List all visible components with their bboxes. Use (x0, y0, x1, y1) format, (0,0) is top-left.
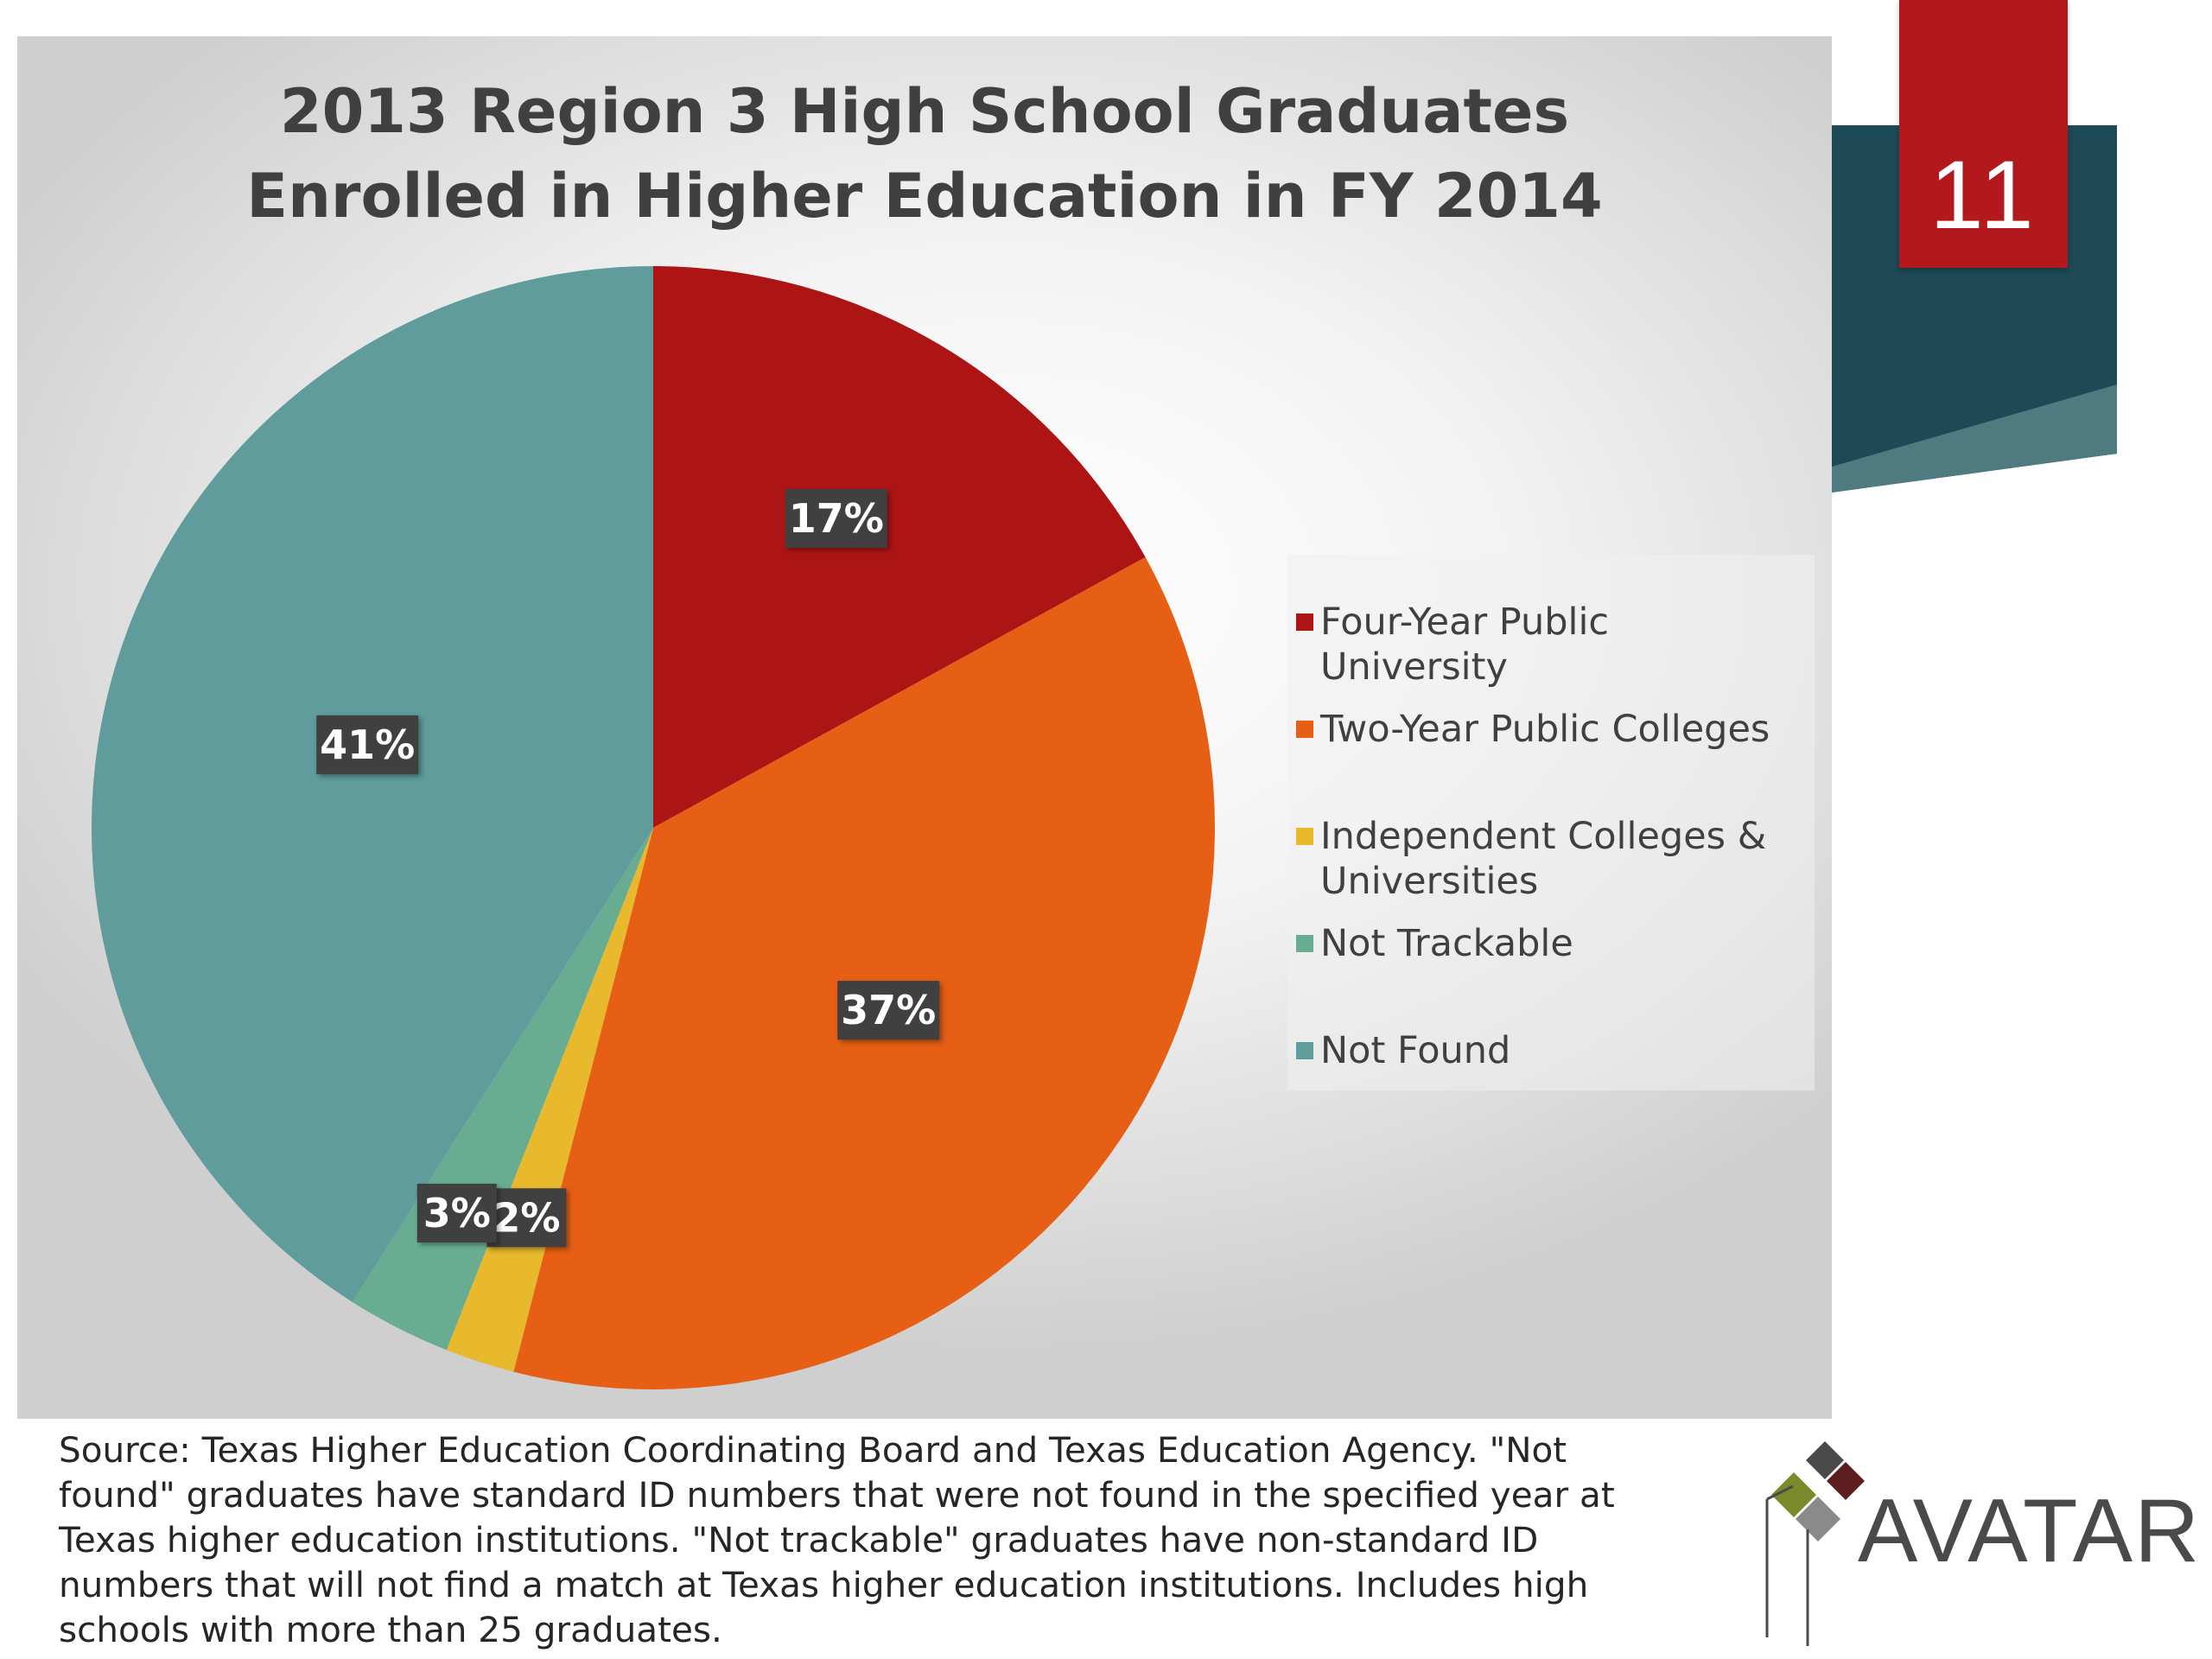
avatar-logo: AVATAR (1754, 1434, 2203, 1650)
chart-legend: Four-Year Public University Two-Year Pub… (1287, 555, 1815, 1090)
source-note-line: schools with more than 25 graduates. (59, 1609, 722, 1650)
pie-data-label: 17% (785, 488, 887, 548)
legend-item-not-found: Not Found (1296, 1028, 1804, 1073)
legend-swatch (1296, 828, 1313, 845)
pie-slice-two-year-public-colleges (513, 556, 1215, 1389)
pie-data-labels: 17% 37% 2%3% 41% (316, 488, 940, 1248)
source-note-line: Source: Texas Higher Education Coordinat… (59, 1429, 1567, 1471)
pie-data-label: 2% (486, 1188, 567, 1248)
data-label-text: 37% (841, 987, 936, 1033)
legend-label-line-1: Independent Colleges & (1320, 815, 1767, 858)
pie-data-label: 37% (837, 981, 940, 1040)
source-note-line: found" graduates have standard ID number… (59, 1474, 1615, 1516)
page-number-badge: 11 (1899, 0, 2068, 268)
pie-data-label: 3% (416, 1183, 497, 1243)
legend-swatch (1296, 935, 1313, 952)
source-note-line: numbers that will not find a match at Te… (59, 1564, 1589, 1605)
legend-item-four-year-public-university: Four-Year Public University (1296, 600, 1804, 690)
legend-label: Not Found (1320, 1029, 1511, 1072)
data-label-text: 41% (320, 721, 415, 768)
data-label-background (316, 715, 419, 774)
data-label-text: 3% (423, 1190, 491, 1236)
data-label-text: 2% (493, 1194, 560, 1241)
legend-label: Two-Year Public Colleges (1320, 708, 1770, 751)
data-label-background (416, 1183, 497, 1243)
legend-label: Four-Year Public University (1320, 601, 1610, 689)
legend-swatch (1296, 613, 1313, 631)
chart-title: 2013 Region 3 High School Graduates Enro… (17, 69, 1832, 238)
legend-swatch (1296, 721, 1313, 738)
legend-item-not-trackable: Not Trackable (1296, 921, 1804, 966)
pie-data-label: 41% (316, 715, 419, 774)
chart-panel: 2013 Region 3 High School Graduates Enro… (17, 36, 1832, 1419)
pie-slice-four-year-public-university (653, 266, 1146, 828)
chart-title-line-1: 2013 Region 3 High School Graduates (279, 76, 1570, 147)
source-note: Source: Texas Higher Education Coordinat… (59, 1427, 1700, 1652)
legend-label-line-2: Universities (1320, 860, 1539, 903)
pie-slices (92, 265, 1215, 1389)
page-number: 11 (1929, 141, 2037, 249)
data-label-text: 17% (789, 495, 884, 542)
logo-mark-icon (1765, 1441, 1865, 1646)
pie-slice-not-found (92, 265, 653, 1302)
source-note-line: Texas higher education institutions. "No… (59, 1519, 1539, 1560)
chart-title-line-2: Enrolled in Higher Education in FY 2014 (246, 161, 1603, 232)
legend-item-two-year-public-colleges: Two-Year Public Colleges (1296, 707, 1804, 752)
legend-label: Not Trackable (1320, 922, 1573, 965)
data-label-background (837, 981, 940, 1040)
legend-swatch (1296, 1042, 1313, 1059)
data-label-background (486, 1188, 567, 1248)
legend-item-independent-colleges-universities: Independent Colleges & Universities (1296, 814, 1804, 904)
data-label-background (785, 488, 887, 548)
pie-chart: 17% 37% 2%3% 41% (92, 265, 1215, 1389)
logo-wordmark: AVATAR (1858, 1481, 2202, 1581)
